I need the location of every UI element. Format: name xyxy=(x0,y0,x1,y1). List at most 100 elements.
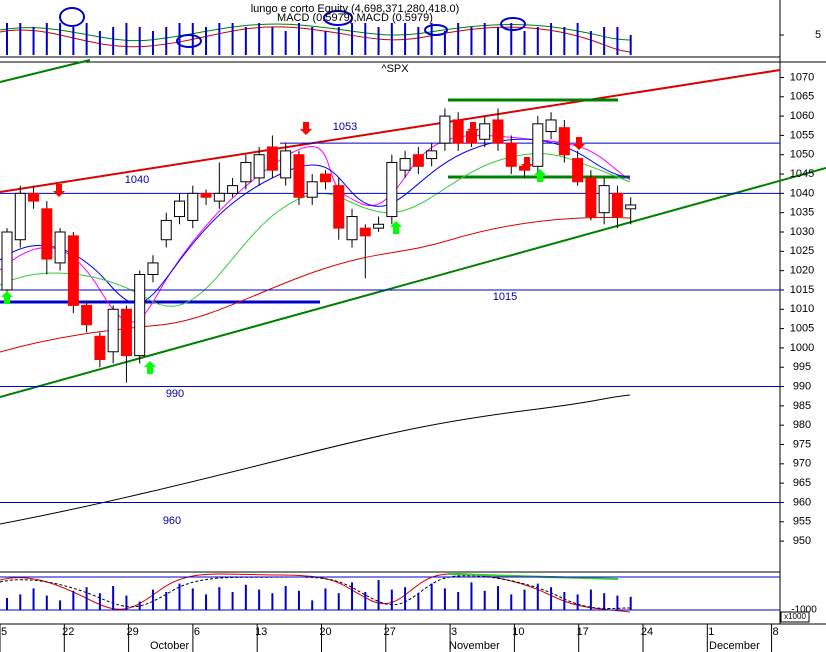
y-tick-label: 5 xyxy=(815,29,821,41)
candle-body xyxy=(147,262,159,275)
level-label: 960 xyxy=(163,515,181,527)
month-label: October xyxy=(150,640,189,652)
y-tick-label: 1025 xyxy=(790,245,814,257)
candle-body xyxy=(306,181,318,198)
equity-label: lungo e corto Equity (4,698,371,280,418.… xyxy=(251,3,460,15)
x-tick-label: 1 xyxy=(708,626,714,638)
macd-label: MACD (0.5979),MACD (0.5979) xyxy=(277,12,433,24)
sell-arrow xyxy=(573,137,585,150)
macd-line xyxy=(0,26,631,53)
x-tick-label: 20 xyxy=(319,626,331,638)
candle-body xyxy=(611,192,623,218)
buy-arrow xyxy=(144,361,156,374)
x-tick-label: 22 xyxy=(62,626,74,638)
candle-body xyxy=(160,219,172,241)
candle-body xyxy=(505,142,517,167)
candle-body xyxy=(107,308,119,353)
candle-body xyxy=(625,204,637,210)
x-tick-label: 10 xyxy=(512,626,524,638)
trend-line xyxy=(0,167,826,398)
y-tick-label: 980 xyxy=(793,419,811,431)
candle-body xyxy=(558,127,570,156)
candle-body xyxy=(81,304,93,326)
unit-label: x1000 xyxy=(784,612,806,621)
x-tick-label: 8 xyxy=(773,626,779,638)
y-tick-label: 1035 xyxy=(790,207,814,219)
y-tick-label: 1020 xyxy=(790,265,814,277)
candle-body xyxy=(200,192,212,198)
candle-body xyxy=(134,274,146,357)
candle-body xyxy=(479,123,491,140)
candle-body xyxy=(120,308,132,357)
equity-line xyxy=(0,394,631,525)
y-tick-label: 975 xyxy=(793,438,811,450)
candle-body xyxy=(426,150,438,160)
candle-body xyxy=(14,192,26,241)
y-tick-label: 1000 xyxy=(790,342,814,354)
month-label: November xyxy=(449,640,500,652)
sell-arrow xyxy=(521,157,533,170)
candle-body xyxy=(41,208,53,260)
sell-arrow xyxy=(53,184,65,197)
y-tick-label: 965 xyxy=(793,477,811,489)
x-tick-label: 3 xyxy=(451,626,457,638)
trend-line xyxy=(0,59,91,83)
y-tick-label: 960 xyxy=(793,496,811,508)
y-tick-label: 1060 xyxy=(790,110,814,122)
y-tick-label: 1070 xyxy=(790,71,814,83)
candle-body xyxy=(412,154,424,167)
x-tick-label: 13 xyxy=(255,626,267,638)
candle-body xyxy=(280,150,292,179)
candle-body xyxy=(598,185,610,214)
y-tick-label: 1055 xyxy=(790,129,814,141)
candle-body xyxy=(373,223,385,229)
candle-body xyxy=(213,192,225,202)
x-tick-label: 17 xyxy=(577,626,589,638)
candle-body xyxy=(572,158,584,183)
candle-body xyxy=(187,192,199,221)
level-label: 990 xyxy=(166,388,184,400)
candle-body xyxy=(333,185,345,229)
level-label: 1040 xyxy=(125,174,149,186)
trend-line xyxy=(0,69,781,193)
y-tick-label: 1045 xyxy=(790,168,814,180)
y-tick-label: 950 xyxy=(793,535,811,547)
highlight-ellipses xyxy=(59,7,526,48)
y-tick-label: 995 xyxy=(793,361,811,373)
candle-body xyxy=(227,185,239,194)
candle-body xyxy=(346,216,358,241)
y-tick-label: 985 xyxy=(793,400,811,412)
oscillator-line xyxy=(0,573,631,613)
moving-average xyxy=(0,134,631,323)
candle-body xyxy=(585,177,597,218)
buy-arrow xyxy=(1,291,13,304)
candle-body xyxy=(67,235,79,306)
y-tick-label: 970 xyxy=(793,458,811,470)
candle-body xyxy=(94,335,106,360)
y-tick-label: 955 xyxy=(793,516,811,528)
buy-arrow xyxy=(390,221,402,234)
x-tick-label: 5 xyxy=(1,626,7,638)
candle-body xyxy=(28,192,40,202)
unit-box xyxy=(780,611,810,623)
candle-body xyxy=(359,227,371,237)
candle-body xyxy=(532,123,544,167)
chart-title: ^SPX xyxy=(381,63,409,75)
candle-body xyxy=(240,161,252,183)
x-tick-label: 29 xyxy=(126,626,138,638)
candle-body xyxy=(439,115,451,144)
moving-average xyxy=(0,138,631,304)
frame xyxy=(0,0,826,625)
month-label: December xyxy=(709,640,760,652)
candle-body xyxy=(293,154,305,198)
candle-body xyxy=(492,119,504,144)
candle-body xyxy=(545,119,557,133)
sell-arrow xyxy=(467,122,479,135)
x-tick-label: 24 xyxy=(641,626,653,638)
candle-body xyxy=(1,231,13,291)
y-tick-label: 1065 xyxy=(790,91,814,103)
candle-body xyxy=(253,154,265,179)
candle-body xyxy=(54,231,66,264)
buy-arrow xyxy=(534,169,546,182)
